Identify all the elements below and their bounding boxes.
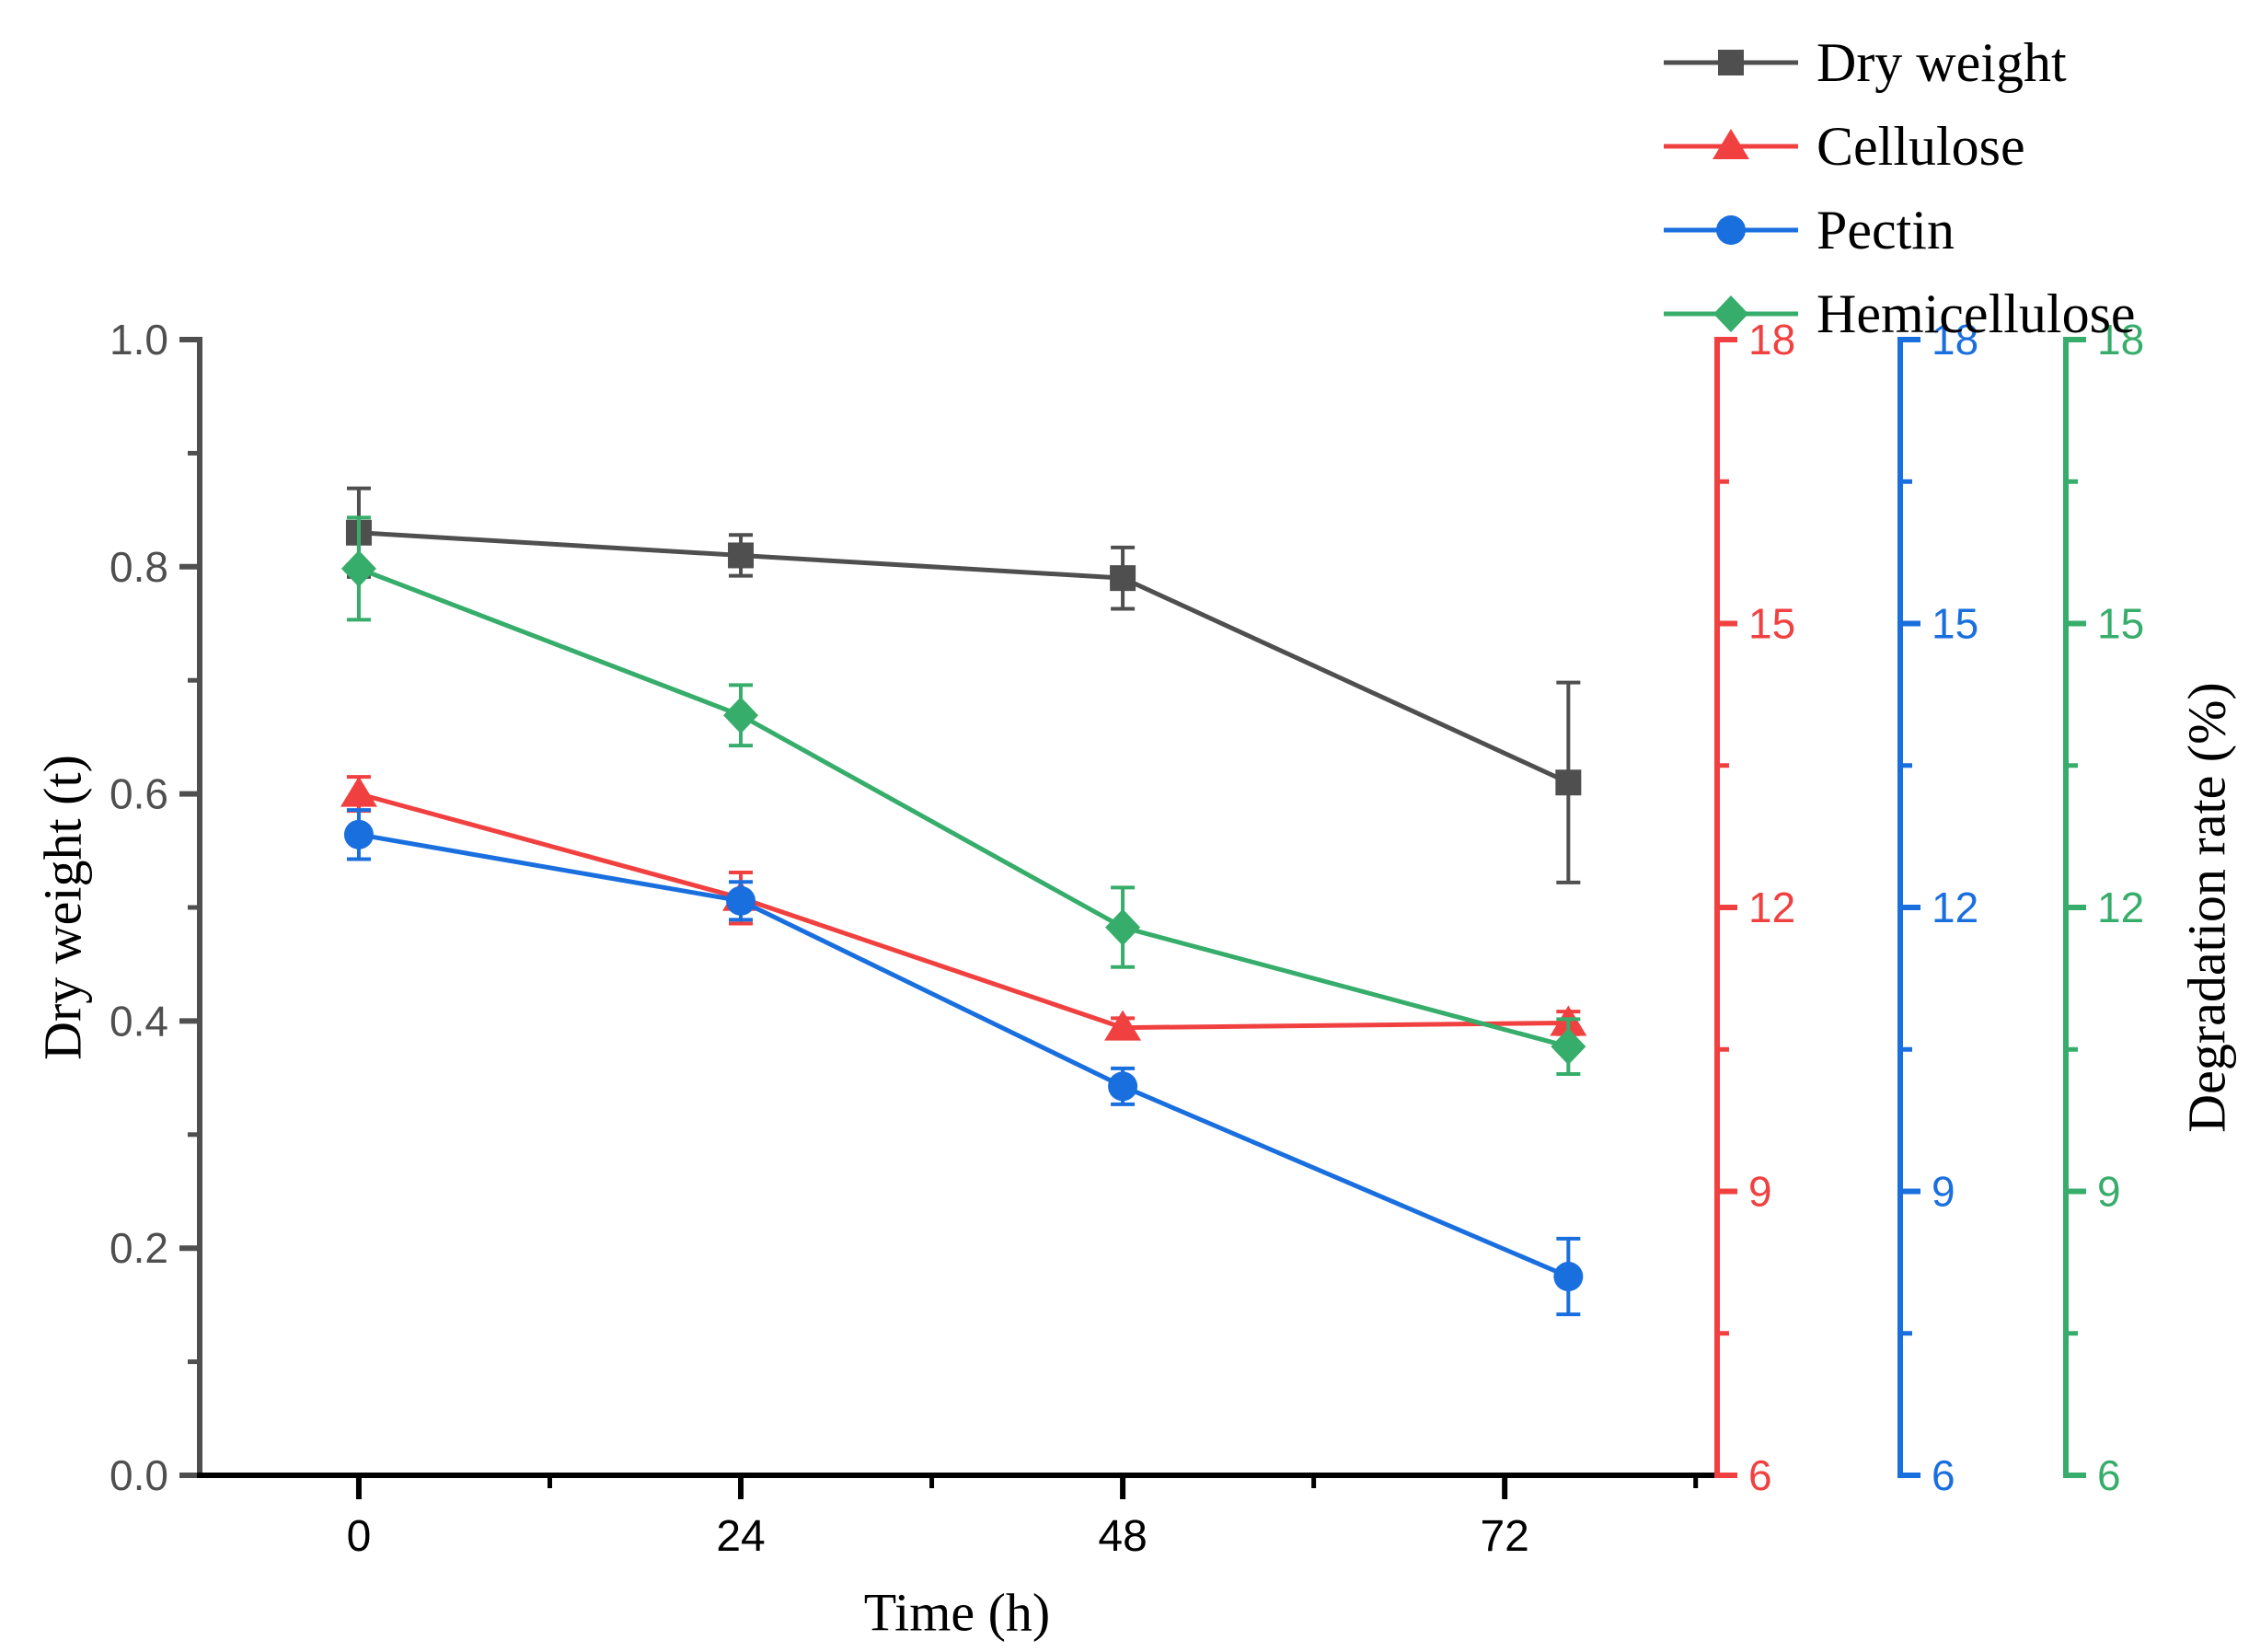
- right-axis-title: Degradation rate (%): [2176, 682, 2237, 1133]
- svg-text:12: 12: [1932, 884, 1978, 931]
- x-axis-title: Time (h): [863, 1582, 1051, 1643]
- legend-marker-diamond-icon: [1664, 295, 1798, 332]
- svg-text:12: 12: [1748, 884, 1795, 931]
- legend-label: Pectin: [1816, 199, 1955, 260]
- legend-marker-circle-icon: [1664, 214, 1798, 245]
- svg-text:18: 18: [2097, 316, 2144, 364]
- legend: Dry weight Cellulose Pectin Hemicellulos…: [1662, 20, 2136, 355]
- svg-text:15: 15: [1932, 600, 1978, 648]
- svg-text:15: 15: [2097, 600, 2144, 648]
- svg-text:72: 72: [1480, 1512, 1528, 1561]
- svg-text:1.0: 1.0: [110, 316, 168, 364]
- svg-text:0.8: 0.8: [110, 543, 168, 591]
- svg-text:9: 9: [2097, 1168, 2121, 1216]
- svg-text:6: 6: [1932, 1451, 1955, 1499]
- legend-label: Cellulose: [1816, 115, 2025, 177]
- legend-item-hemicellulose: Hemicellulose: [1662, 271, 2136, 355]
- svg-text:18: 18: [1932, 316, 1978, 364]
- legend-item-cellulose: Cellulose: [1662, 104, 2136, 188]
- left-axis-title: Dry weight (t): [32, 755, 93, 1060]
- svg-text:48: 48: [1098, 1512, 1147, 1561]
- legend-label: Dry weight: [1816, 31, 2067, 93]
- legend-item-dry-weight: Dry weight: [1662, 20, 2136, 104]
- svg-text:6: 6: [1748, 1451, 1772, 1499]
- svg-text:6: 6: [2097, 1451, 2121, 1499]
- svg-text:15: 15: [1748, 600, 1795, 648]
- svg-text:0.6: 0.6: [110, 770, 168, 818]
- legend-marker-triangle-icon: [1664, 128, 1798, 159]
- svg-text:12: 12: [2097, 884, 2144, 931]
- svg-text:24: 24: [716, 1512, 765, 1561]
- svg-text:9: 9: [1932, 1168, 1955, 1216]
- svg-text:0.0: 0.0: [110, 1451, 168, 1499]
- svg-text:0.2: 0.2: [110, 1224, 168, 1272]
- svg-text:18: 18: [1748, 316, 1795, 364]
- svg-text:9: 9: [1748, 1168, 1772, 1216]
- legend-label: Hemicellulose: [1816, 283, 2136, 344]
- legend-item-pectin: Pectin: [1662, 188, 2136, 271]
- svg-text:0: 0: [347, 1512, 372, 1561]
- legend-marker-square-icon: [1664, 49, 1798, 75]
- svg-text:0.4: 0.4: [110, 997, 168, 1045]
